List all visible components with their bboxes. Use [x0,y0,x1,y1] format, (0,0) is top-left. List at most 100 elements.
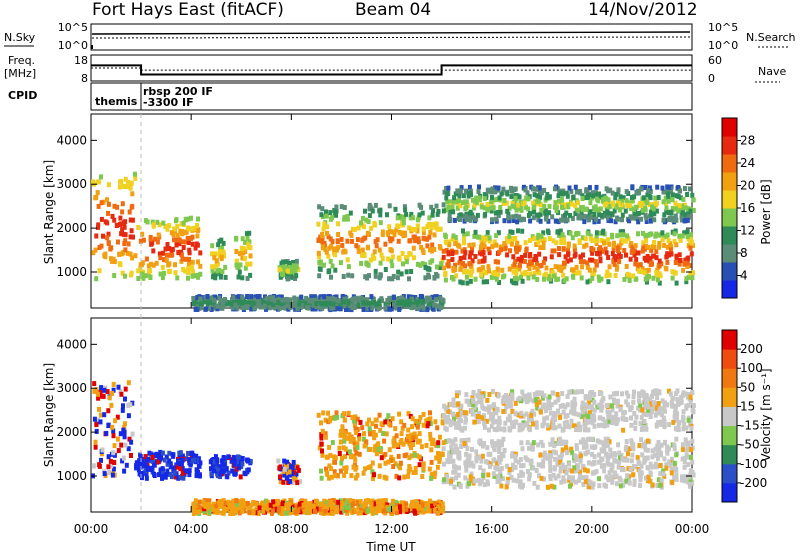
range-cell [431,213,435,218]
range-cell [220,306,224,311]
freq-label-line1: Freq. [8,54,35,67]
range-cell [152,222,156,227]
range-cell [317,204,321,209]
range-cell [591,420,595,425]
range-cell [501,452,505,457]
range-cell [558,415,562,420]
range-cell [149,237,153,242]
range-cell [432,247,436,252]
range-cell [347,264,351,269]
range-cell [662,212,666,217]
range-cell [632,394,636,399]
range-cell [396,215,400,220]
range-cell [662,404,666,409]
range-cell [485,279,489,284]
range-cell [663,441,667,446]
colorbar-tick-label: 24 [740,156,755,170]
range-cell [639,437,643,442]
range-cell [166,242,170,247]
range-cell [387,421,391,426]
range-cell [630,453,634,458]
range-cell [130,255,134,260]
range-cell [434,297,438,302]
range-cell [524,240,528,245]
range-cell [690,240,694,245]
range-cell [588,200,592,205]
range-cell [283,467,287,472]
range-cell [497,392,501,397]
range-cell [374,418,378,423]
range-cell [674,242,678,247]
range-cell [403,207,407,212]
power-heatmap [91,172,696,312]
range-cell [498,420,502,425]
range-cell [428,230,432,235]
range-cell [534,187,538,192]
range-cell [346,257,350,262]
range-cell [381,256,385,261]
range-cell [487,392,491,397]
range-cell [407,464,411,469]
range-cell [514,269,518,274]
range-cell [532,440,536,445]
range-cell [122,456,126,461]
range-cell [521,472,525,477]
range-cell [551,391,555,396]
range-cell [191,503,195,508]
range-cell [433,419,437,424]
range-cell [451,209,455,214]
range-cell [518,396,522,401]
range-cell [652,400,656,405]
range-cell [394,207,398,212]
range-cell [442,404,446,409]
range-cell [377,208,381,213]
range-cell [243,256,247,261]
range-cell [604,273,608,278]
range-cell [524,248,528,253]
range-cell [356,237,360,242]
range-cell [102,412,106,417]
range-cell [608,264,612,269]
range-cell [603,196,607,201]
range-cell [484,459,488,464]
range-cell [584,402,588,407]
range-cell [567,242,571,247]
range-cell [119,262,123,267]
range-cell [474,230,478,235]
range-cell [681,197,685,202]
range-cell [545,415,549,420]
range-cell [513,262,517,267]
range-cell [515,219,519,224]
range-cell [123,397,127,402]
range-cell [451,412,455,417]
range-cell [554,425,558,430]
colorbar-swatch [722,172,737,191]
range-cell [555,208,559,213]
range-cell [566,251,570,256]
range-cell [644,427,648,432]
range-cell [557,246,561,251]
range-cell [221,462,225,467]
range-cell [385,298,389,303]
range-cell [373,223,377,228]
range-cell [641,443,645,448]
station-title: Fort Hays East (fitACF) [92,0,284,20]
range-cell [592,212,596,217]
range-cell [351,297,355,302]
range-cell [321,429,325,434]
range-cell [178,466,182,471]
range-cell [548,236,552,241]
range-cell [429,476,433,481]
range-cell [670,252,674,257]
range-cell [109,403,113,408]
range-cell [579,453,583,458]
range-cell [681,268,685,273]
range-cell [278,474,282,479]
range-cell [565,276,569,281]
range-cell [497,467,501,472]
range-cell [657,241,661,246]
range-cell [206,294,210,299]
range-cell [420,474,424,479]
range-cell [237,465,241,470]
range-cell [343,417,347,422]
